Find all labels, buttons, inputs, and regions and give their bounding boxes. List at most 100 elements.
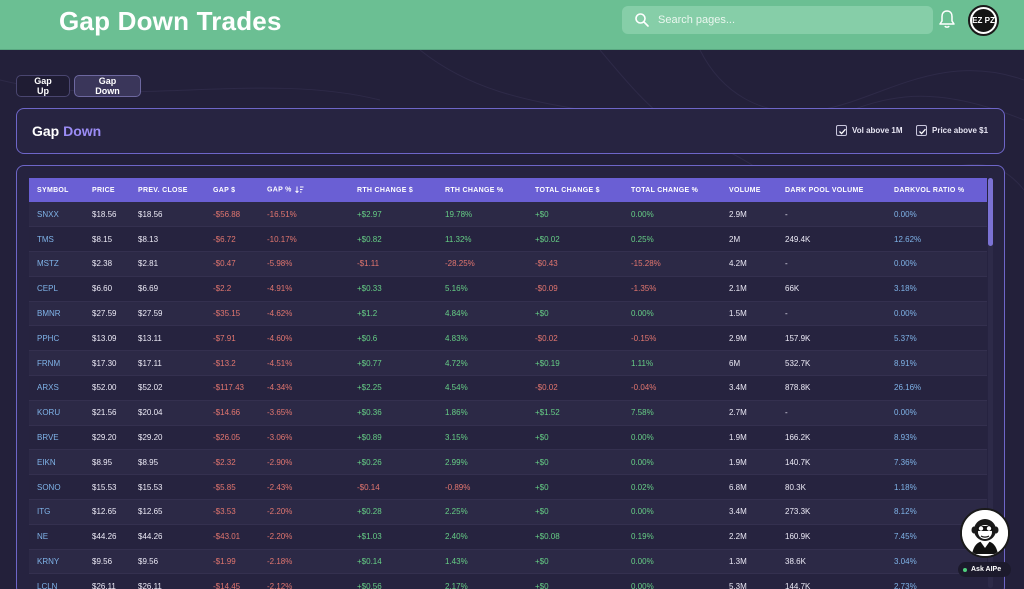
cell-darkvol-ratio: 8.93% bbox=[886, 425, 987, 451]
cell-symbol[interactable]: SNXX bbox=[29, 202, 84, 228]
search-input[interactable] bbox=[658, 6, 928, 34]
cell-price: $18.56 bbox=[84, 202, 130, 228]
cell-rth-change-percent: -0.89% bbox=[437, 474, 527, 501]
cell-symbol[interactable]: LCLN bbox=[29, 573, 84, 589]
cell-rth-change-percent: 4.83% bbox=[437, 325, 527, 352]
checkbox-price-above-1[interactable] bbox=[916, 125, 927, 136]
col-header-volume[interactable]: VOLUME bbox=[729, 186, 761, 194]
cell-total-change-percent: 0.19% bbox=[623, 524, 721, 550]
col-header-darkvol-ratio[interactable]: DARKVOL RATIO % bbox=[894, 186, 965, 194]
cell-dark-pool-volume: 157.9K bbox=[777, 325, 886, 352]
cell-dark-pool-volume: 273.3K bbox=[777, 499, 886, 525]
table-row[interactable]: ARXS $52.00 $52.02 -$117.43 -4.34% +$2.25 4.54… bbox=[29, 375, 987, 401]
cell-gap-percent: -2.12% bbox=[259, 573, 349, 589]
cell-gap-dollar: -$2.2 bbox=[205, 276, 259, 302]
table-row[interactable]: PPHC $13.09 $13.11 -$7.91 -4.60% +$0.6 4.83% -$… bbox=[29, 325, 987, 352]
table-row[interactable]: BMNR $27.59 $27.59 -$35.15 -4.62% +$1.2 4.84% +… bbox=[29, 301, 987, 327]
cell-total-change-dollar: +$0 bbox=[527, 425, 623, 451]
table-row[interactable]: MSTZ $2.38 $2.81 -$0.47 -5.98% -$1.11 -28.25% -… bbox=[29, 251, 987, 277]
col-header-gap-dollar[interactable]: GAP $ bbox=[213, 186, 236, 194]
table-row[interactable]: BRVE $29.20 $29.20 -$26.05 -3.06% +$0.89 3.15%… bbox=[29, 425, 987, 451]
cell-rth-change-dollar: +$2.97 bbox=[349, 202, 437, 228]
table-row[interactable]: LCLN $26.11 $26.11 -$14.45 -2.12% +$0.56 2.17%… bbox=[29, 573, 987, 589]
cell-rth-change-percent: 2.40% bbox=[437, 524, 527, 550]
cell-price: $12.65 bbox=[84, 499, 130, 525]
cell-symbol[interactable]: MSTZ bbox=[29, 251, 84, 277]
cell-gap-percent: -2.43% bbox=[259, 474, 349, 501]
cell-symbol[interactable]: KORU bbox=[29, 400, 84, 426]
cell-symbol[interactable]: BMNR bbox=[29, 301, 84, 327]
search-bar[interactable] bbox=[622, 6, 933, 34]
cell-total-change-percent: -15.28% bbox=[623, 251, 721, 277]
ask-aipe-label: Ask AIPe bbox=[971, 566, 1002, 573]
cell-symbol[interactable]: ITG bbox=[29, 499, 84, 525]
cell-symbol[interactable]: CEPL bbox=[29, 276, 84, 302]
table-row[interactable]: KRNY $9.56 $9.56 -$1.99 -2.18% +$0.14 1.43% +$0… bbox=[29, 549, 987, 575]
cell-symbol[interactable]: PPHC bbox=[29, 325, 84, 352]
cell-darkvol-ratio: 7.36% bbox=[886, 449, 987, 476]
col-header-total-change-dollar[interactable]: TOTAL CHANGE $ bbox=[535, 186, 600, 194]
table-row[interactable]: SONO $15.53 $15.53 -$5.85 -2.43% -$0.14 -0.89%… bbox=[29, 474, 987, 501]
cell-symbol[interactable]: EIKN bbox=[29, 449, 84, 476]
table-row[interactable]: SNXX $18.56 $18.56 -$56.88 -16.51% +$2.97 19.7… bbox=[29, 202, 987, 228]
cell-prev-close: $44.26 bbox=[130, 524, 205, 550]
cell-gap-dollar: -$13.2 bbox=[205, 350, 259, 377]
cell-symbol[interactable]: BRVE bbox=[29, 425, 84, 451]
col-header-total-change-percent[interactable]: TOTAL CHANGE % bbox=[631, 186, 699, 194]
cell-symbol[interactable]: TMS bbox=[29, 226, 84, 253]
col-header-symbol[interactable]: SYMBOL bbox=[37, 186, 69, 194]
filter-vol-above-1m[interactable]: Vol above 1M bbox=[836, 125, 903, 136]
cell-symbol[interactable]: FRNM bbox=[29, 350, 84, 377]
cell-price: $17.30 bbox=[84, 350, 130, 377]
cell-volume: 2.2M bbox=[721, 524, 777, 550]
cell-total-change-dollar: +$0.02 bbox=[527, 226, 623, 253]
col-header-rth-change-percent[interactable]: RTH CHANGE % bbox=[445, 186, 504, 194]
checkbox-vol-above-1m[interactable] bbox=[836, 125, 847, 136]
col-header-prev-close[interactable]: PREV. CLOSE bbox=[138, 186, 188, 194]
cell-prev-close: $13.11 bbox=[130, 325, 205, 352]
cell-gap-dollar: -$117.43 bbox=[205, 375, 259, 401]
bell-icon[interactable] bbox=[938, 9, 956, 29]
col-header-gap-percent[interactable]: GAP % bbox=[259, 178, 349, 202]
cell-symbol[interactable]: KRNY bbox=[29, 549, 84, 575]
cell-dark-pool-volume: 878.8K bbox=[777, 375, 886, 401]
col-header-dark-pool-volume[interactable]: DARK POOL VOLUME bbox=[785, 186, 864, 194]
cell-gap-dollar: -$14.66 bbox=[205, 400, 259, 426]
table-row[interactable]: KORU $21.56 $20.04 -$14.66 -3.65% +$0.36 1.86%… bbox=[29, 400, 987, 426]
cell-dark-pool-volume: - bbox=[777, 400, 886, 426]
cell-symbol[interactable]: ARXS bbox=[29, 375, 84, 401]
cell-rth-change-dollar: +$0.26 bbox=[349, 449, 437, 476]
assistant-avatar[interactable] bbox=[960, 508, 1010, 558]
cell-rth-change-dollar: -$1.11 bbox=[349, 251, 437, 277]
table-row[interactable]: CEPL $6.60 $6.69 -$2.2 -4.91% +$0.33 5.16% -$0.… bbox=[29, 276, 987, 302]
cell-rth-change-percent: 11.32% bbox=[437, 226, 527, 253]
filter-price-above-1[interactable]: Price above $1 bbox=[916, 125, 988, 136]
avatar[interactable]: EZ PZ bbox=[968, 5, 999, 36]
top-header: Gap Down Trades EZ PZ bbox=[0, 0, 1024, 50]
tab-gap-down[interactable]: Gap Down bbox=[74, 75, 141, 97]
cell-darkvol-ratio: 0.00% bbox=[886, 202, 987, 228]
ask-aipe-button[interactable]: Ask AIPe bbox=[958, 562, 1011, 577]
table-row[interactable]: NE $44.26 $44.26 -$43.01 -2.20% +$1.03 2.40% +$… bbox=[29, 524, 987, 550]
cell-total-change-dollar: -$0.02 bbox=[527, 325, 623, 352]
col-header-rth-change-dollar[interactable]: RTH CHANGE $ bbox=[357, 186, 414, 194]
cell-rth-change-dollar: +$0.89 bbox=[349, 425, 437, 451]
table-scrollbar[interactable] bbox=[988, 178, 993, 588]
table-row[interactable]: TMS $8.15 $8.13 -$6.72 -10.17% +$0.82 11.32% +$… bbox=[29, 226, 987, 253]
table-row[interactable]: EIKN $8.95 $8.95 -$2.32 -2.90% +$0.26 2.99% +$0… bbox=[29, 449, 987, 476]
cell-total-change-percent: -0.04% bbox=[623, 375, 721, 401]
tab-gap-up[interactable]: Gap Up bbox=[16, 75, 70, 97]
cell-symbol[interactable]: SONO bbox=[29, 474, 84, 501]
scrollbar-thumb[interactable] bbox=[988, 178, 993, 246]
cell-volume: 6.8M bbox=[721, 474, 777, 501]
table-scroll-area[interactable]: SYMBOL PRICE PREV. CLOSE GAP $ GAP % RTH… bbox=[29, 178, 987, 589]
cell-volume: 1.5M bbox=[721, 301, 777, 327]
cell-rth-change-percent: 4.72% bbox=[437, 350, 527, 377]
col-header-price[interactable]: PRICE bbox=[92, 186, 115, 194]
cell-volume: 5.3M bbox=[721, 573, 777, 589]
table-row[interactable]: FRNM $17.30 $17.11 -$13.2 -4.51% +$0.77 4.72% +… bbox=[29, 350, 987, 377]
table-row[interactable]: ITG $12.65 $12.65 -$3.53 -2.20% +$0.28 2.25% +$… bbox=[29, 499, 987, 525]
cell-rth-change-percent: 4.84% bbox=[437, 301, 527, 327]
cell-rth-change-percent: 4.54% bbox=[437, 375, 527, 401]
cell-symbol[interactable]: NE bbox=[29, 524, 84, 550]
